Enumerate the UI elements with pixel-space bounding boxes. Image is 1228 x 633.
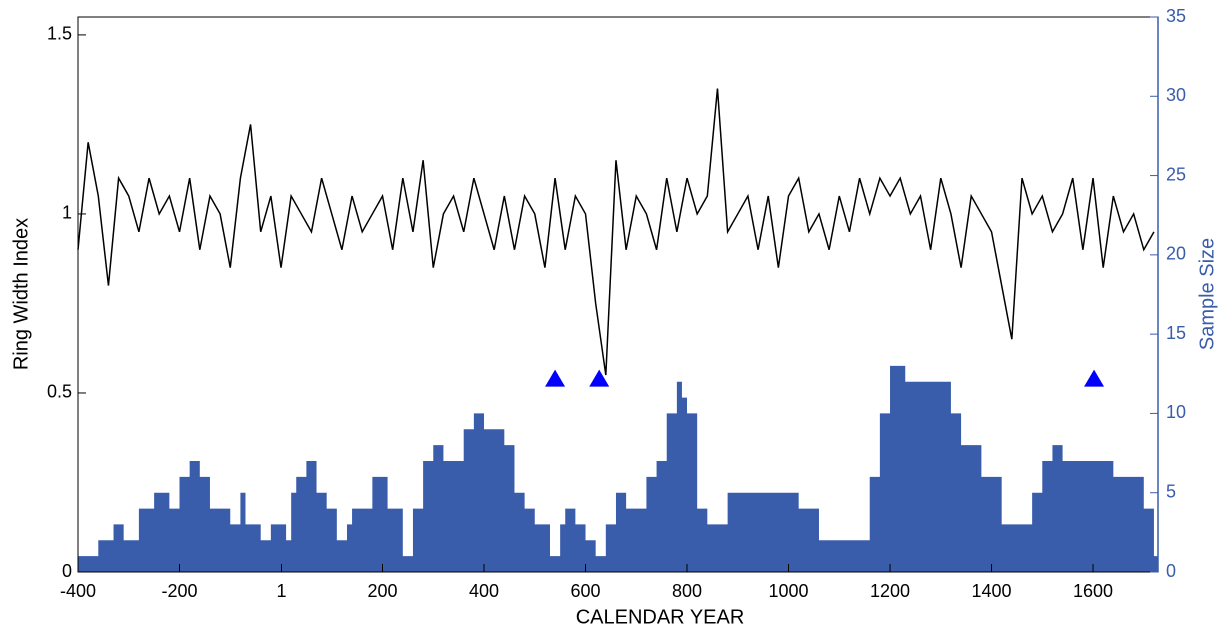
x-axis-label: CALENDAR YEAR xyxy=(576,606,745,628)
y-tick-label: 0.5 xyxy=(47,382,72,402)
y-tick-label: 0 xyxy=(62,561,72,581)
event-marker xyxy=(545,369,566,387)
x-tick-label: 600 xyxy=(570,581,600,601)
y2-tick-label: 35 xyxy=(1166,6,1186,26)
y2-tick-label: 30 xyxy=(1166,85,1186,105)
event-marker xyxy=(589,369,610,387)
y2-axis-label: Sample Size xyxy=(1196,238,1218,350)
y2-tick-label: 20 xyxy=(1166,244,1186,264)
y-tick-label: 1.5 xyxy=(47,24,72,44)
x-tick-label: -200 xyxy=(161,581,197,601)
x-tick-label: 1600 xyxy=(1073,581,1113,601)
x-tick-label: 1 xyxy=(277,581,287,601)
y-tick-label: 1 xyxy=(62,203,72,223)
sample-size-area xyxy=(78,365,1158,572)
y2-tick-label: 10 xyxy=(1166,402,1186,422)
x-tick-label: -400 xyxy=(60,581,96,601)
y2-tick-label: 25 xyxy=(1166,164,1186,184)
x-tick-label: 1400 xyxy=(972,581,1012,601)
y2-tick-label: 5 xyxy=(1166,481,1176,501)
y-axis-label: Ring Width Index xyxy=(10,218,32,370)
y2-tick-label: 0 xyxy=(1166,561,1176,581)
x-tick-label: 400 xyxy=(469,581,499,601)
ring-width-line xyxy=(77,88,1155,376)
x-tick-label: 200 xyxy=(367,581,397,601)
event-marker xyxy=(1084,369,1105,387)
x-tick-label: 1200 xyxy=(870,581,910,601)
x-tick-label: 1000 xyxy=(769,581,809,601)
y2-tick-label: 15 xyxy=(1166,323,1186,343)
x-tick-label: 800 xyxy=(672,581,702,601)
